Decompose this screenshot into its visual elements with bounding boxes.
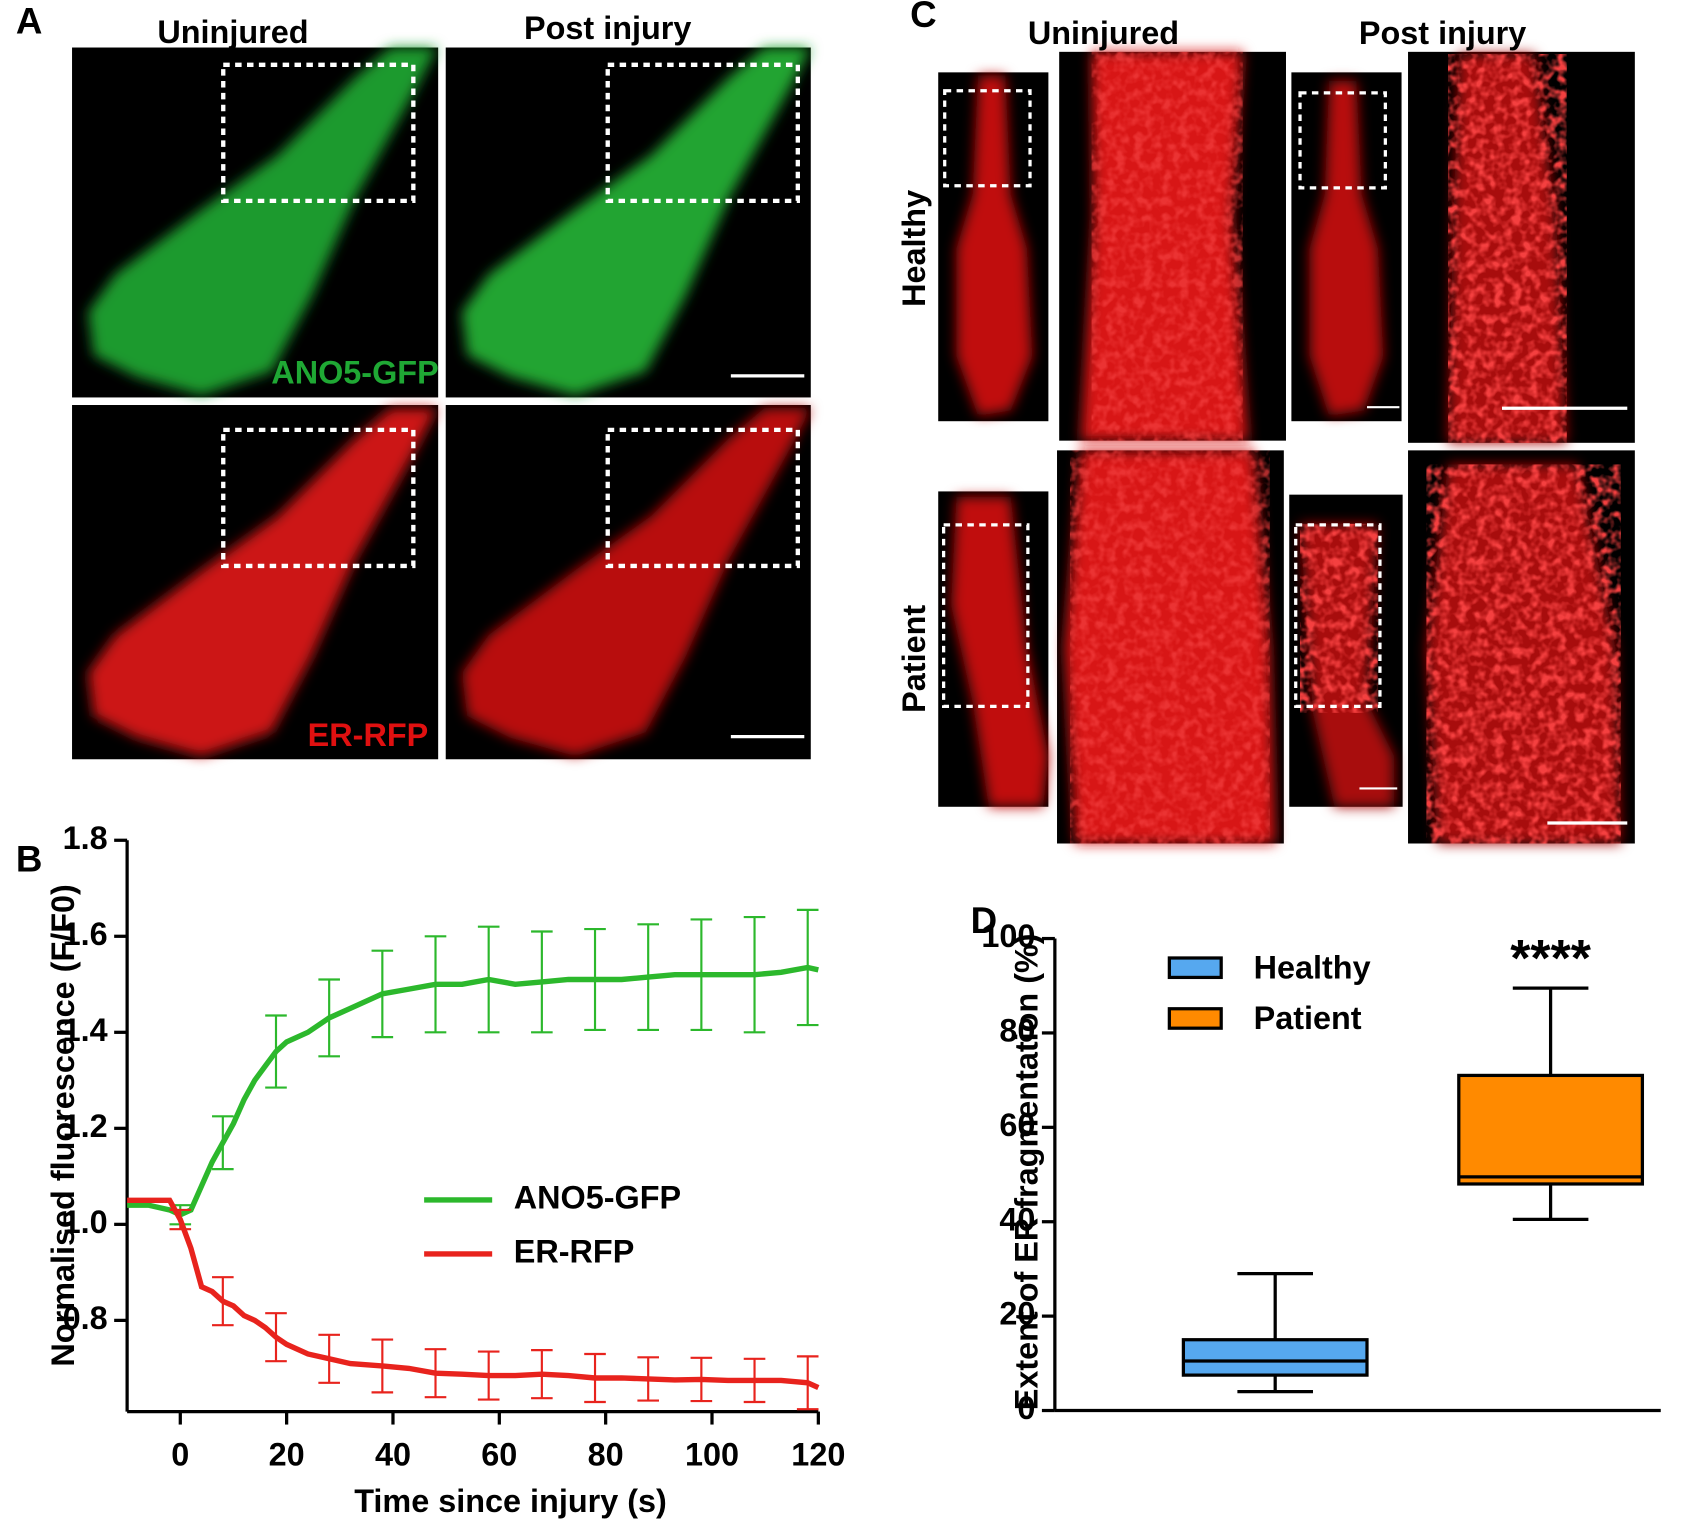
column-label: Post injury xyxy=(1359,15,1526,51)
micrograph-panel xyxy=(938,51,1635,844)
legend-swatch xyxy=(1167,1007,1223,1030)
column-label: Uninjured xyxy=(1028,15,1179,51)
row-label: Healthy xyxy=(896,190,932,307)
x-tick-label: 80 xyxy=(588,1437,624,1473)
column-label: Uninjured xyxy=(157,14,308,50)
y-tick-label: 0.8 xyxy=(63,1300,108,1336)
legend-label: Healthy xyxy=(1254,949,1371,985)
panel-label: D xyxy=(971,900,998,941)
y-tick-label: 60 xyxy=(999,1107,1035,1143)
x-tick-label: 40 xyxy=(375,1437,411,1473)
data-line xyxy=(127,964,819,1218)
panel-label: A xyxy=(16,0,43,41)
channel-label: ER-RFP xyxy=(308,717,429,753)
y-tick-label: 100 xyxy=(981,918,1035,954)
panel-label: C xyxy=(910,0,937,35)
legend-label: ER-RFP xyxy=(514,1233,635,1269)
x-tick-label: 20 xyxy=(269,1437,305,1473)
row-label: Patient xyxy=(896,605,932,713)
box xyxy=(1457,1073,1645,1186)
x-tick-label: 60 xyxy=(481,1437,517,1473)
legend-label: Patient xyxy=(1254,1000,1362,1036)
micrograph-panel xyxy=(72,47,811,760)
x-tick-label: 100 xyxy=(685,1437,739,1473)
y-tick-label: 1.8 xyxy=(63,820,108,856)
y-tick-label: 1.4 xyxy=(63,1012,108,1048)
box xyxy=(1181,1338,1369,1377)
legend-swatch xyxy=(1167,956,1223,980)
y-tick-label: 20 xyxy=(999,1296,1035,1332)
y-tick-label: 0 xyxy=(1017,1390,1035,1426)
panel-label: B xyxy=(16,839,43,880)
y-tick-label: 40 xyxy=(999,1201,1035,1237)
x-axis-label: Time since injury (s) xyxy=(354,1483,667,1519)
y-axis-label: Normalised fluorescence (F/F0) xyxy=(45,884,81,1366)
y-axis-label: Extent of ER fragmentation (%) xyxy=(1009,933,1045,1410)
x-tick-label: 120 xyxy=(791,1437,845,1473)
data-line xyxy=(127,1197,820,1391)
legend-label: ANO5-GFP xyxy=(514,1179,681,1215)
y-tick-label: 1.2 xyxy=(63,1108,108,1144)
column-label: Post injury xyxy=(524,10,691,46)
y-tick-label: 1.6 xyxy=(63,916,108,952)
x-tick-label: 0 xyxy=(171,1437,189,1473)
significance: **** xyxy=(1510,929,1592,987)
y-tick-label: 80 xyxy=(999,1013,1035,1049)
y-tick-label: 1.0 xyxy=(63,1204,108,1240)
channel-label: ANO5-GFP xyxy=(271,354,438,390)
